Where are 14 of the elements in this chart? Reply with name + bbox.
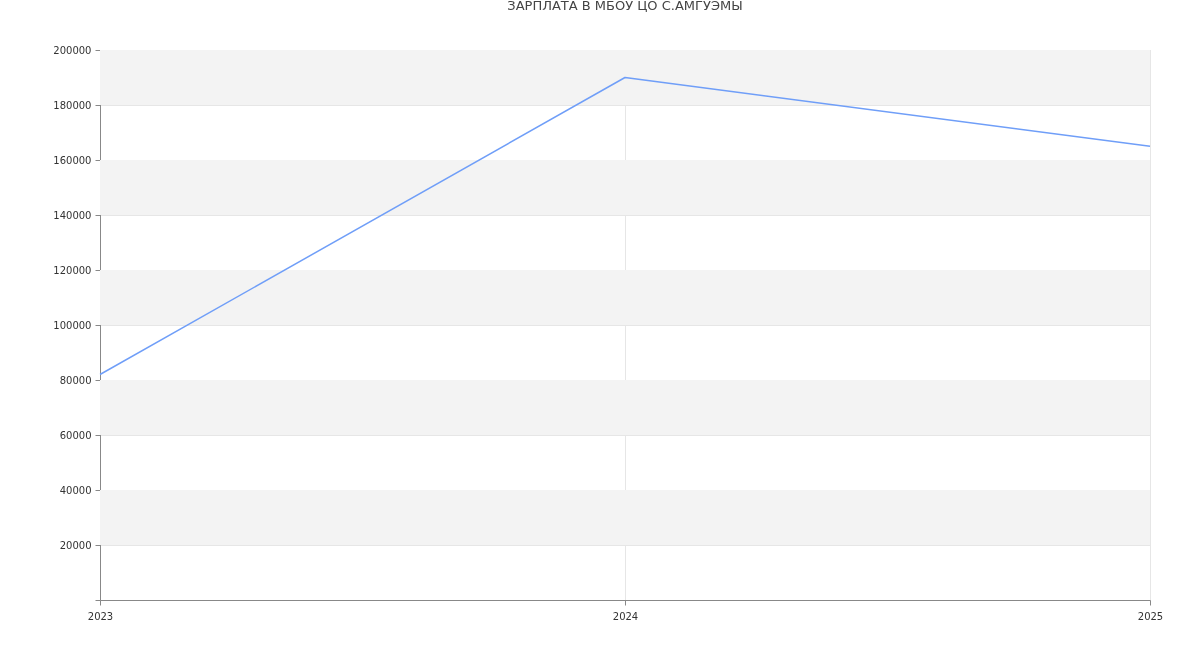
x-tick-label: 2023 xyxy=(87,610,114,622)
x-tick-label: 2024 xyxy=(612,610,639,622)
y-tick-label: 40000 xyxy=(59,484,92,496)
x-tick-label: 2025 xyxy=(1137,610,1164,622)
chart-title: ЗАРПЛАТА В МБОУ ЦО С.АМГУЭМЫ xyxy=(507,0,743,13)
y-tick-label: 100000 xyxy=(53,319,92,331)
y-tick-label: 200000 xyxy=(53,44,92,56)
y-tick-label: 180000 xyxy=(53,99,92,111)
y-tick-label: 80000 xyxy=(59,374,92,386)
y-tick-label: 140000 xyxy=(53,209,92,221)
y-tick-label: 60000 xyxy=(59,429,92,441)
y-tick-label: 160000 xyxy=(53,154,92,166)
y-tick-label: 120000 xyxy=(53,264,92,276)
y-tick-label: 20000 xyxy=(59,539,92,551)
